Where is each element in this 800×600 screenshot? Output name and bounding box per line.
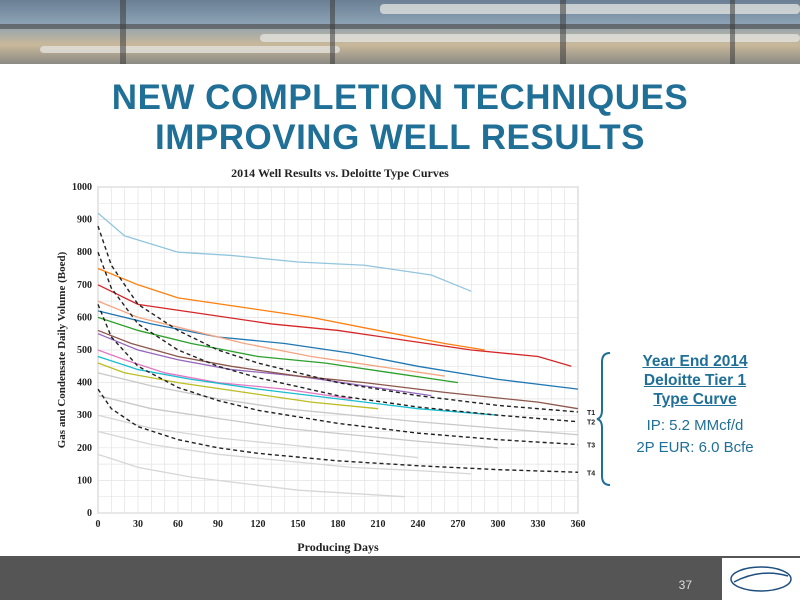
y-tick-label: 0 [87, 508, 92, 519]
x-tick-label: 270 [451, 519, 466, 530]
callout-heading-line-3: Type Curve [653, 391, 737, 408]
x-tick-label: 360 [571, 519, 586, 530]
type-curve-label: T2 [587, 420, 595, 427]
well-series [97, 355, 499, 416]
well-series [97, 333, 432, 397]
well-series [97, 414, 419, 459]
well-series [97, 267, 485, 351]
callout-ip: IP: 5.2 MMcf/d [646, 417, 744, 434]
y-tick-label: 300 [77, 410, 92, 421]
well-series [97, 300, 445, 377]
company-logo-mark [730, 566, 792, 592]
x-tick-label: 120 [251, 519, 266, 530]
slide-title: NEW COMPLETION TECHNIQUES IMPROVING WELL… [0, 78, 800, 158]
type-curve-label: T4 [587, 470, 595, 477]
type-curve-t3 [97, 304, 579, 446]
chart-title: 2014 Well Results vs. Deloitte Type Curv… [231, 166, 449, 180]
type-curve-label: T1 [587, 410, 595, 417]
y-tick-label: 900 [77, 215, 92, 226]
y-tick-label: 100 [77, 475, 92, 486]
well-series [97, 372, 579, 436]
y-tick-label: 1000 [72, 182, 92, 193]
callout-heading-line-2: Deloitte Tier 1 [643, 372, 747, 389]
x-tick-label: 150 [291, 519, 306, 530]
company-logo [722, 558, 800, 600]
y-tick-label: 600 [77, 312, 92, 323]
well-series [97, 395, 499, 449]
footer-bar [0, 556, 800, 600]
well-series [97, 316, 459, 384]
x-tick-label: 30 [133, 519, 143, 530]
type-curve-t4 [97, 388, 579, 473]
y-tick-label: 700 [77, 280, 92, 291]
well-series [97, 284, 572, 367]
chart-grid [97, 186, 579, 514]
x-tick-label: 90 [213, 519, 223, 530]
page-number: 37 [678, 578, 692, 592]
x-tick-label: 240 [411, 519, 426, 530]
callout-brace [596, 352, 611, 486]
chart-axes: 0 30 60 90 120 150 180 210 240 270 300 330 360 0 100 20… [72, 182, 586, 530]
y-axis-label: Gas and Condensate Daily Volume (Boed) [56, 251, 68, 448]
type-curve-t1 [97, 225, 579, 413]
x-tick-label: 60 [173, 519, 183, 530]
x-tick-label: 330 [531, 519, 546, 530]
well-results-chart: T1 T2 T3 T4 0 30 60 90 120 150 180 210 240 270 300 330… [56, 166, 595, 554]
x-axis-label: Producing Days [297, 540, 379, 554]
well-series [97, 329, 579, 410]
x-tick-label: 210 [371, 519, 386, 530]
well-series [97, 212, 472, 292]
well-series [97, 310, 579, 390]
y-tick-label: 200 [77, 443, 92, 454]
type-curve-group: T1 T2 T3 T4 [97, 225, 595, 477]
callout-eur: 2P EUR: 6.0 Bcfe [636, 439, 754, 456]
x-tick-label: 300 [491, 519, 506, 530]
callout-heading-line-1: Year End 2014 [642, 353, 748, 370]
y-tick-label: 800 [77, 247, 92, 258]
well-series [97, 349, 352, 400]
well-series [97, 362, 379, 410]
well-series-group [97, 212, 579, 498]
header-banner-image [0, 0, 800, 64]
y-tick-label: 500 [77, 345, 92, 356]
slide-title-line-2: IMPROVING WELL RESULTS [155, 118, 645, 157]
well-series [97, 430, 472, 475]
x-tick-label: 180 [331, 519, 346, 530]
slide-title-line-1: NEW COMPLETION TECHNIQUES [111, 78, 689, 117]
x-tick-label: 0 [96, 519, 101, 530]
y-tick-label: 400 [77, 378, 92, 389]
type-curve-label: T3 [587, 443, 595, 450]
well-series [97, 453, 405, 498]
type-curve-callout: Year End 2014 Deloitte Tier 1 Type Curve… [610, 352, 780, 459]
